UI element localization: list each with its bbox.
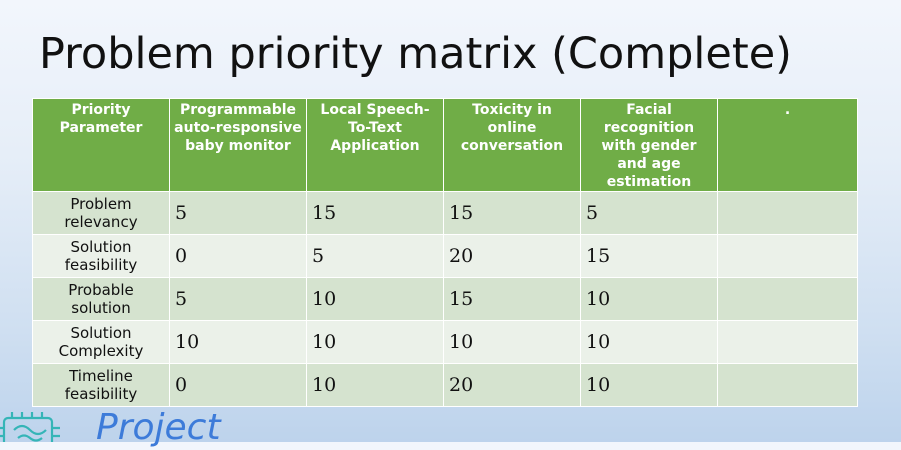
table-cell: 10: [580, 277, 718, 321]
table-row: Probable solution 5 10 15 10: [32, 277, 858, 321]
table-row: Problem relevancy 5 15 15 5: [32, 191, 858, 235]
table-cell: 15: [443, 277, 581, 321]
table-cell: 5: [306, 234, 444, 278]
row-header-cell: Probable solution: [32, 277, 170, 321]
slide-title: Problem priority matrix (Complete): [39, 29, 792, 79]
table-cell: 20: [443, 234, 581, 278]
table-cell: 0: [169, 363, 307, 407]
row-header-cell: Solution Complexity: [32, 320, 170, 364]
table-cell: 5: [169, 191, 307, 235]
header-cell-speech-to-text: Local Speech-To-Text Application: [306, 98, 444, 192]
table-cell: 10: [443, 320, 581, 364]
table-header-row: Priority Parameter Programmable auto-res…: [32, 98, 858, 192]
table-row: Solution Complexity 10 10 10 10: [32, 320, 858, 364]
table-cell: 0: [169, 234, 307, 278]
chip-icon: [0, 412, 60, 442]
table-cell: 15: [580, 234, 718, 278]
header-cell-toxicity: Toxicity in online conversation: [443, 98, 581, 192]
row-header-cell: Solution feasibility: [32, 234, 170, 278]
header-cell-extra: .: [717, 98, 858, 192]
table-cell: 20: [443, 363, 581, 407]
header-cell-facial-recognition: Facial recognition with gender and age e…: [580, 98, 718, 192]
table-cell: 10: [580, 363, 718, 407]
table-row: Timeline feasibility 0 10 20 10: [32, 363, 858, 407]
table-cell: 10: [306, 363, 444, 407]
table-cell: 5: [169, 277, 307, 321]
table-cell: 10: [306, 277, 444, 321]
row-header-cell: Timeline feasibility: [32, 363, 170, 407]
table-cell: 10: [169, 320, 307, 364]
table-cell: 10: [580, 320, 718, 364]
header-cell-baby-monitor: Programmable auto-responsive baby monito…: [169, 98, 307, 192]
brand-wordmark: Project: [96, 407, 221, 448]
table-cell: [717, 234, 858, 278]
table-cell: [717, 277, 858, 321]
table-cell: 5: [580, 191, 718, 235]
table-cell: 15: [443, 191, 581, 235]
priority-matrix-table: Priority Parameter Programmable auto-res…: [32, 98, 858, 407]
table-cell: 15: [306, 191, 444, 235]
table-cell: [717, 363, 858, 407]
table-cell: [717, 320, 858, 364]
table-cell: [717, 191, 858, 235]
row-header-cell: Problem relevancy: [32, 191, 170, 235]
table-cell: 10: [306, 320, 444, 364]
header-cell-priority-parameter: Priority Parameter: [32, 98, 170, 192]
table-row: Solution feasibility 0 5 20 15: [32, 234, 858, 278]
